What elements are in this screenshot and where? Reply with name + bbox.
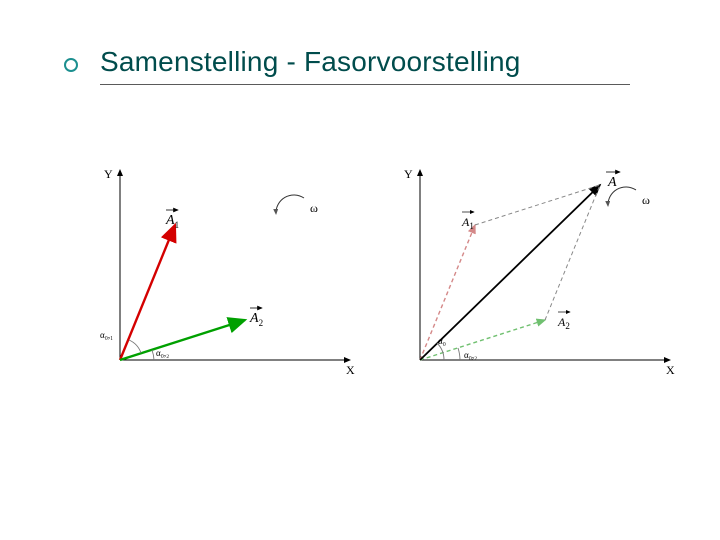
omega-label: ω	[642, 193, 650, 207]
vector-a2-label: A2	[557, 315, 570, 331]
phasor-diagram-left: X Y ω A1 A2 α₀,₁ α₀,₂	[80, 150, 360, 410]
vector-a1	[120, 225, 175, 360]
y-axis-label: Y	[104, 167, 113, 181]
vector-a2-label: A2	[249, 311, 263, 328]
angle-alpha01-arc	[129, 340, 141, 353]
omega-arc-icon	[276, 195, 304, 214]
angle-alpha02-arc	[458, 348, 460, 360]
parallelogram-side-1	[475, 185, 600, 225]
phasor-diagram-right: X Y ω A1 A2 A α₀ α₀,₂	[380, 150, 680, 410]
vector-a-resultant	[420, 185, 600, 360]
title-underline	[100, 84, 630, 85]
y-axis-label: Y	[404, 167, 413, 181]
angle-alpha02-arc	[152, 350, 154, 360]
omega-label: ω	[310, 201, 318, 215]
title-text: Samenstelling - Fasorvoorstelling	[100, 46, 521, 77]
vector-a1	[420, 225, 475, 360]
angle-alpha02-label: α₀,₂	[464, 350, 477, 360]
vector-a-label: A	[607, 175, 617, 190]
vector-a1-label: A1	[165, 213, 179, 230]
angle-alpha01-label: α₀,₁	[100, 330, 113, 340]
slide: { "decor_bullet": { "left": 64, "top": 5…	[0, 0, 720, 540]
parallelogram-side-2	[545, 185, 600, 320]
x-axis-label: X	[346, 363, 355, 377]
angle-alpha0-label: α₀	[438, 336, 446, 346]
vector-a1-label: A1	[461, 215, 474, 231]
bullet-icon	[64, 58, 78, 72]
angle-alpha02-label: α₀,₂	[156, 348, 169, 358]
vector-a2	[120, 320, 245, 360]
x-axis-label: X	[666, 363, 675, 377]
slide-title: Samenstelling - Fasorvoorstelling	[100, 46, 521, 78]
